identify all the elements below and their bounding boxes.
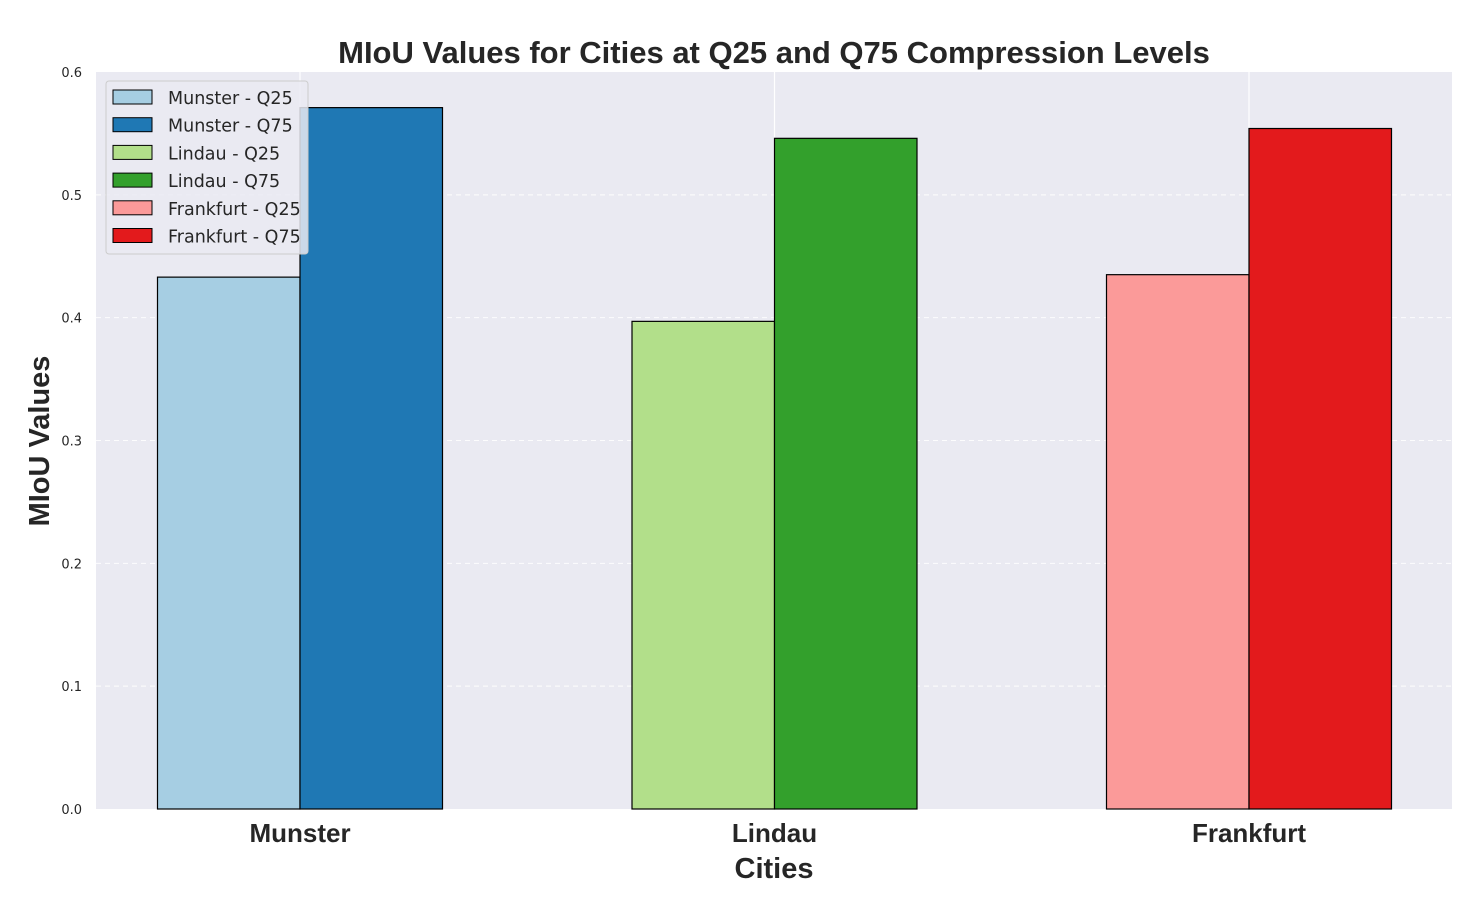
- bar-munster-q25: [156, 276, 301, 810]
- y-tick-label: 0.2: [61, 557, 82, 572]
- legend-swatch: [112, 144, 153, 160]
- y-axis-label: MIoU Values: [24, 356, 56, 527]
- legend-label: Munster - Q75: [168, 117, 293, 137]
- legend-label: Lindau - Q25: [168, 144, 280, 164]
- legend-swatch: [112, 172, 153, 188]
- legend-box: [105, 80, 309, 255]
- y-tick-label: 0.5: [61, 189, 82, 204]
- x-tick-label: Lindau: [732, 818, 817, 848]
- legend-label: Lindau - Q75: [168, 172, 280, 192]
- bar-lindau-q25: [631, 320, 776, 810]
- x-tick-label: Frankfurt: [1192, 818, 1306, 848]
- legend-swatch: [112, 200, 153, 216]
- legend-label: Frankfurt - Q75: [168, 228, 301, 248]
- x-axis-label: Cities: [735, 853, 814, 885]
- legend-swatch: [112, 89, 153, 105]
- legend-label: Munster - Q25: [168, 89, 293, 109]
- legend: Munster - Q25 Munster - Q75 Lindau - Q25 Li…: [105, 80, 309, 255]
- y-tick-label: 0.4: [61, 312, 82, 327]
- legend-swatch: [112, 117, 153, 133]
- bars: [156, 107, 1393, 810]
- legend-swatch: [112, 228, 153, 243]
- chart-title: MIoU Values for Cities at Q25 and Q75 Co…: [338, 35, 1210, 70]
- bar-munster-q75: [299, 107, 444, 810]
- y-tick-label: 0.0: [61, 803, 82, 818]
- bar-frankfurt-q25: [1105, 274, 1250, 810]
- y-tick-label: 0.3: [61, 435, 82, 450]
- legend-label: Frankfurt - Q25: [168, 200, 301, 220]
- bar-lindau-q75: [773, 137, 918, 810]
- y-axis-ticks: 0.0 0.1 0.2 0.3 0.4 0.5 0.6: [61, 66, 82, 818]
- x-axis-ticks: Munster Lindau Frankfurt: [249, 818, 1306, 848]
- y-tick-label: 0.1: [61, 680, 82, 695]
- x-tick-label: Munster: [249, 818, 350, 848]
- bar-frankfurt-q75: [1248, 127, 1393, 810]
- y-tick-label: 0.6: [61, 66, 82, 81]
